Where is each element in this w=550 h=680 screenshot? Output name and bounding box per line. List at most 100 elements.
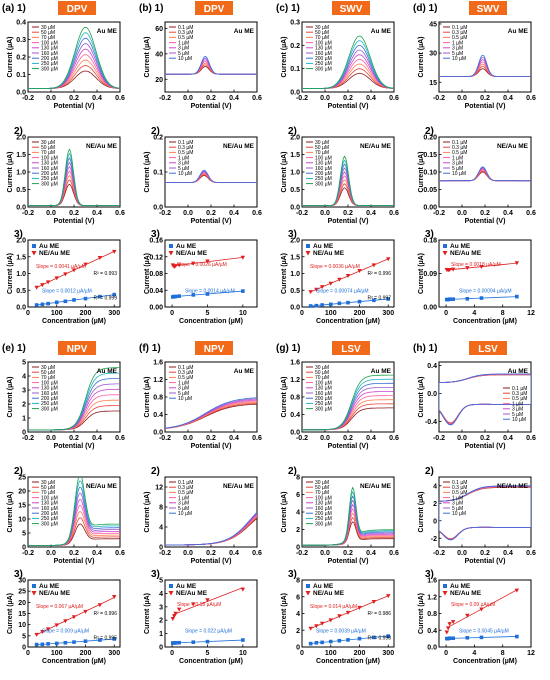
panel-c3-annotation: R² = 0.996 xyxy=(368,271,392,277)
panel-g3-annotation: R² = 0.998 xyxy=(368,635,392,641)
panel-label-e: (e) 1) xyxy=(2,343,26,354)
panel-a1-legend-label: 70 µM xyxy=(41,35,55,41)
panel-f1-legend-label: 0.5 µM xyxy=(178,375,193,381)
panel-d3-point-au xyxy=(447,297,452,301)
panel-g2-legend-label: 200 µM xyxy=(315,511,332,517)
panel-g1-axes: -0.2 0.0 0.2 0.4 0.60.00.40.81.21.6Potential… xyxy=(281,360,399,451)
panel-e3-xtick-label: 300 xyxy=(108,650,120,657)
panel-a3-point-au xyxy=(63,299,68,304)
panel-d2-xtick-label: -0.2 xyxy=(433,210,445,217)
panel-d1-legend-label: 0.5 µM xyxy=(452,35,467,41)
panel-h2-xtick-label: -0.2 xyxy=(433,550,445,557)
panel-e3-annotation: Slope = 0.009 µA/µM xyxy=(42,628,89,634)
panel-h3-point-au xyxy=(447,636,452,641)
panel-c3-xtick-label: 300 xyxy=(382,310,394,317)
panel-f3-point-ne xyxy=(240,587,246,592)
panel-c3-xtick-label: 200 xyxy=(354,310,366,317)
panel-d2-legend-label: 10 µM xyxy=(452,171,466,177)
panel-g1-xtick-label: 0.4 xyxy=(366,435,376,442)
panel-b2-curves xyxy=(165,169,257,183)
panel-g3-point-ne xyxy=(328,618,333,623)
panel-g1-legend-label: 250 µM xyxy=(315,401,332,407)
panel-c3-annotation: Slope = 0.00074 µA/µM xyxy=(316,288,369,294)
panel-h1-legend-label: 3 µM xyxy=(512,407,523,413)
panel-f1-ylabel: Current (µA) xyxy=(144,377,151,418)
panel-a1-legend-label: 160 µM xyxy=(41,51,58,57)
panel-c2-legend-label: 30 µM xyxy=(315,140,329,146)
panel-a3-xlabel: Concentration (µM) xyxy=(42,318,106,325)
panel-h3-axes: 0 4 8 12 0.0 0.4 0.8 1.2 1.6 Concentration (µM) Cu… xyxy=(418,578,535,666)
panel-e1-ytick-label: 3 xyxy=(22,388,26,395)
panel-b3-legend-marker xyxy=(168,251,174,256)
panel-a1-electrode: Au ME xyxy=(97,28,118,35)
panel-h2-xlabel: Potential (V) xyxy=(465,558,506,565)
panel-e2-legend-label: 130 µM xyxy=(41,501,58,507)
panel-e3-point-au xyxy=(40,642,45,647)
panel-d3-point-ne xyxy=(514,261,520,266)
panel-a2-legend-label: 30 µM xyxy=(41,140,55,146)
panel-d2-axes: -0.2 0.0 0.2 0.4 0.6 0.00 0.05 0.10 0.15 0.20 Pote… xyxy=(418,135,536,226)
panel-h2-legend-label: 1 µM xyxy=(452,495,463,501)
panel-c3-axes: 0 100 200 300 0.0 0.5 1.0 1.5 2.0 Concentration (… xyxy=(281,238,395,325)
panel-b3-axes: 0 5 10 0.00 0.04 0.08 0.12 0.16 Concentration (µ… xyxy=(144,238,258,325)
panel-c3-legend-label: Au ME xyxy=(313,243,334,250)
panel-h2-ytick-label: 0 xyxy=(433,518,437,525)
panel-c1-curves xyxy=(302,35,394,89)
panel-e3-xtick-label: 200 xyxy=(80,650,92,657)
panel-c3-point-ne xyxy=(386,257,391,262)
panel-e3-annotation: R² = 0.996 xyxy=(94,611,118,617)
panel-e3-ytick-label: 5 xyxy=(22,633,26,640)
panel-e3-point-ne xyxy=(112,594,117,599)
panel-g1-legend-label: 130 µM xyxy=(315,386,332,392)
panel-f3-legend-marker xyxy=(168,591,174,596)
panel-g3-ytick-label: 6 xyxy=(296,594,300,601)
panel-d2-xlabel: Potential (V) xyxy=(465,218,506,225)
panel-g3-number: 3) xyxy=(288,569,297,580)
panel-h3-annotation: Slope = 0.09 µA/µM xyxy=(451,602,495,608)
panel-a2-electrode: NE/Au ME xyxy=(86,143,118,150)
panel-a2-ylabel: Current (µA) xyxy=(7,152,14,193)
panel-g3-xtick-label: 0 xyxy=(300,650,304,657)
panel-f3-point-au xyxy=(173,641,178,645)
technique-label-d: SWV xyxy=(477,4,500,15)
panel-g3-legend-marker xyxy=(306,584,310,588)
panel-g3-ytick-label: 8 xyxy=(296,578,300,585)
panel-e2-legend-label: 50 µM xyxy=(41,485,55,491)
panel-b3-point-au xyxy=(241,289,245,293)
panel-a3-point-au xyxy=(83,296,88,301)
panel-d2-xtick-label: 0.6 xyxy=(526,210,536,217)
panel-g1-legend-label: 70 µM xyxy=(315,375,329,381)
panel-a3-point-au xyxy=(98,294,102,299)
panel-d1-legend-label: 0.3 µM xyxy=(452,30,467,36)
panel-f3-point-ne xyxy=(173,611,178,616)
panel-h3-number: 3) xyxy=(425,569,434,580)
panel-f1-series-line xyxy=(165,403,257,429)
panel-f2-legend-label: 5 µM xyxy=(178,506,189,512)
panel-f2-xtick-label: -0.2 xyxy=(159,550,171,557)
panel-d1-series-line xyxy=(439,61,531,77)
panel-f3-point-ne xyxy=(191,602,196,607)
panel-d3-point-ne xyxy=(450,267,456,272)
panel-f1-legend-label: 10 µM xyxy=(178,396,192,402)
panel-b2-legend-label: 0.1 µM xyxy=(178,140,193,146)
panel-f3-annotation: Slope = 0.18 µA/µM xyxy=(177,602,221,608)
panel-f2-electrode: NE/Au ME xyxy=(223,483,255,490)
panel-a3-ytick-label: 0.5 xyxy=(16,288,26,295)
panel-b2-xtick-label: -0.2 xyxy=(159,210,171,217)
panel-h3-xlabel: Concentration (µM) xyxy=(453,658,517,665)
panel-h3-xtick-label: 12 xyxy=(527,650,535,657)
panel-e2-xtick-label: 0.2 xyxy=(69,550,79,557)
panel-f2-ytick-label: 12 xyxy=(155,485,163,492)
panel-f1-legend-label: 0.1 µM xyxy=(178,365,193,371)
panel-e2-xlabel: Potential (V) xyxy=(54,558,95,565)
panel-g3-point-ne xyxy=(314,624,319,629)
panel-e3-xtick-label: 0 xyxy=(26,650,30,657)
panel-f2-ytick-label: 4 xyxy=(159,525,163,532)
